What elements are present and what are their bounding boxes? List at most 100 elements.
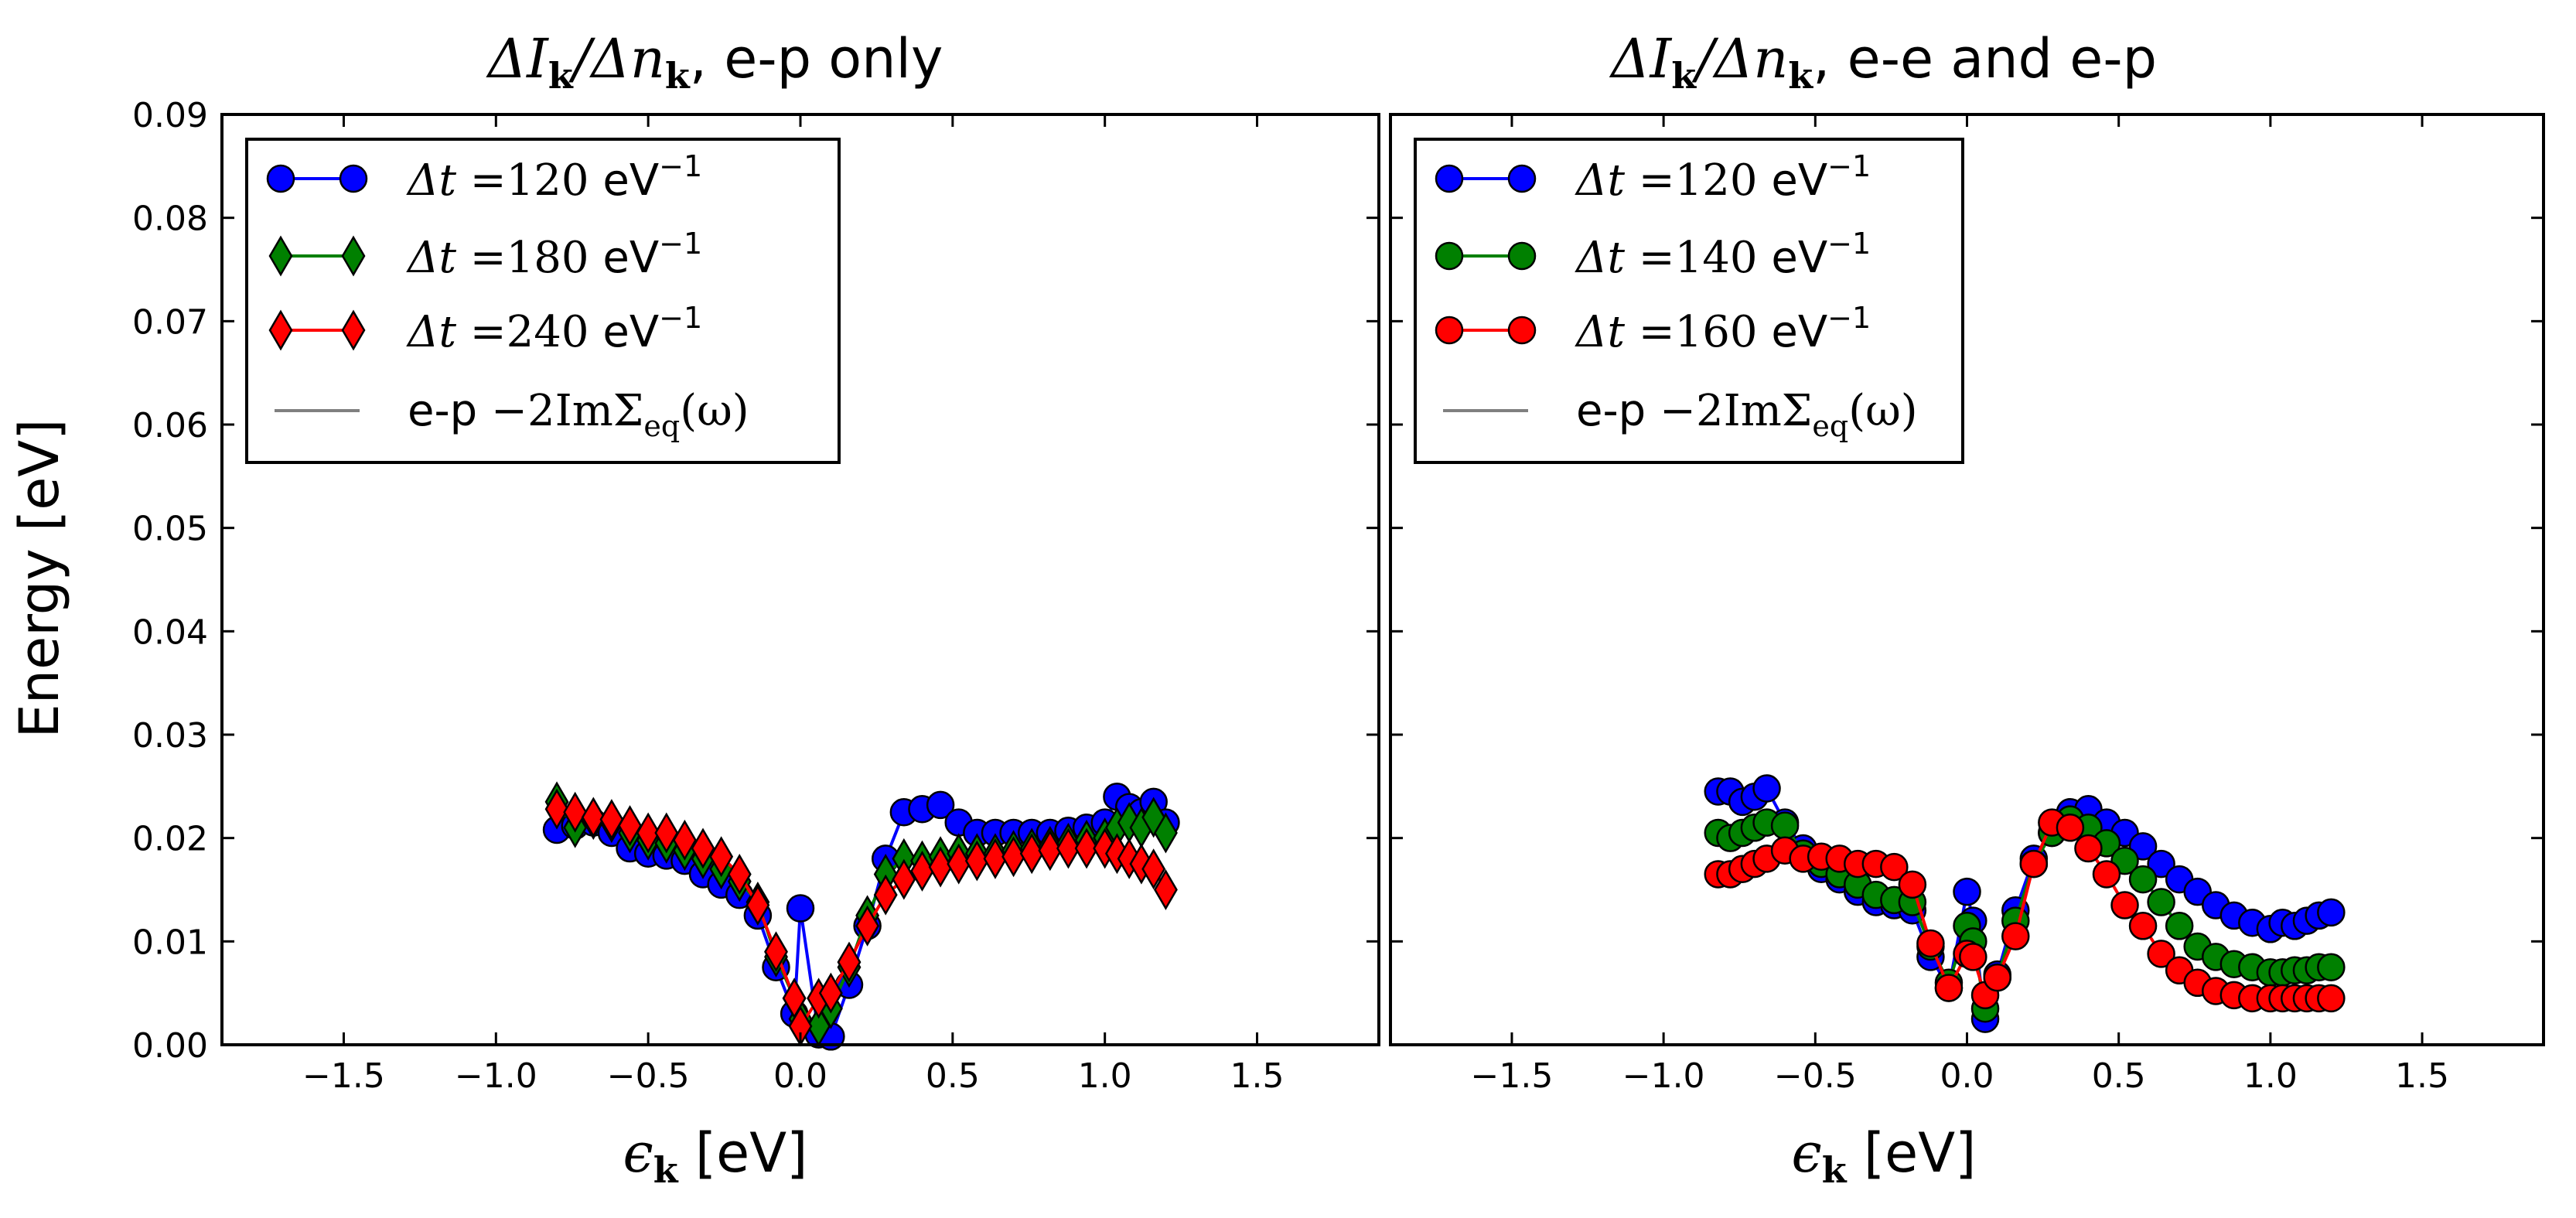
left-x-tick-label: −1.0 [455,1056,537,1096]
left-data-point [1038,830,1063,872]
y-tick-label: 0.08 [132,200,208,239]
left-legend-entry-2: Δt =180 eV−1 [268,227,702,283]
left-x-axis-label: ϵk [eV] [623,1121,808,1191]
y-tick-label: 0.04 [132,612,208,652]
right-x-tick-label: −0.5 [1774,1056,1857,1096]
right-data-point [2110,891,2139,919]
left-data-point [672,819,697,861]
left-data-point [746,885,770,926]
left-data-point [727,853,752,895]
y-axis-label: Energy [eV] [8,419,71,739]
right-panel-title: ΔIk/Δnk, e-e and e-p [1609,27,2157,97]
svg-text:Δt =180 eV−1: Δt =180 eV−1 [406,227,702,283]
left-data-point [1141,848,1166,890]
right-data-point [2317,953,2346,981]
left-data-point [599,799,624,841]
right-data-point [2128,865,2158,894]
right-data-point [2317,898,2346,927]
right-legend-entry-2: Δt =140 eV−1 [1435,227,1871,283]
svg-text:Δt =120 eV−1: Δt =120 eV−1 [406,149,702,206]
left-data-point [544,788,569,830]
left-data-point [892,858,916,900]
left-data-point [855,905,880,947]
right-x-axis-label: ϵk [eV] [1792,1121,1977,1191]
svg-text:Δt =120 eV−1: Δt =120 eV−1 [1575,149,1871,206]
svg-text:e-p −2ImΣeq(ω): e-p −2ImΣeq(ω) [1576,386,1918,443]
left-data-point [636,812,660,854]
left-data-point [964,840,989,882]
left-data-point [1001,836,1026,878]
right-x-tick-label: −1.5 [1471,1056,1554,1096]
right-data-point [2147,940,2175,968]
left-data-point [947,843,971,885]
right-x-tick-label: 1.0 [2243,1056,2298,1096]
right-data-point [1953,877,1981,906]
left-data-point [926,790,955,820]
right-legend-entry-4: e-p −2ImΣeq(ω) [1443,386,1918,443]
y-tick-label: 0.05 [132,510,208,549]
right-x-tick-label: 1.5 [2395,1056,2449,1096]
left-data-point [581,797,606,838]
right-data-point [2128,912,2158,940]
y-tick-label: 0.01 [132,923,208,962]
y-tick-label: 0.03 [132,716,208,756]
left-data-point [1153,869,1178,910]
left-panel-title: ΔIk/Δnk, e-p only [486,27,943,97]
right-data-point [1934,974,1964,1002]
left-data-point [1019,833,1044,875]
right-x-tick-label: −1.0 [1622,1056,1705,1096]
left-data-point [873,874,898,916]
right-x-tick-label: 0.0 [1940,1056,1994,1096]
right-series-160 [1704,808,2346,1013]
left-legend-box [245,138,841,464]
right-data-point [2074,834,2103,863]
left-data-point [618,805,642,847]
left-data-point [1074,827,1099,869]
right-legend-entry-1: Δt =120 eV−1 [1435,149,1871,206]
left-data-point [837,941,862,983]
right-data-point [1959,943,1987,971]
left-x-tick-label: −0.5 [607,1056,690,1096]
left-data-point [563,791,588,833]
right-data-point [2001,922,2030,950]
left-x-tick-label: 0.0 [773,1056,827,1096]
right-legend-entry-3: Δt =160 eV−1 [1435,301,1871,357]
y-tick-label: 0.06 [132,406,208,445]
right-data-point [2165,912,2194,940]
y-tick-label: 0.09 [132,96,208,135]
left-legend-entry-4: e-p −2ImΣeq(ω) [275,386,749,443]
y-tick-label: 0.00 [132,1026,208,1066]
left-x-tick-label: 0.5 [926,1056,980,1096]
right-data-point [2317,984,2346,1013]
right-data-point [1770,811,1800,840]
left-x-tick-label: 1.5 [1230,1056,1285,1096]
left-data-point [786,894,815,923]
left-data-point [818,972,843,1014]
left-data-point [1056,827,1080,869]
right-data-point [2019,849,2049,879]
right-data-point [2056,814,2085,842]
y-tick-label: 0.02 [132,820,208,859]
left-x-tick-label: 1.0 [1078,1056,1132,1096]
left-data-point [709,836,734,878]
right-data-point [1916,929,1945,958]
svg-text:e-p −2ImΣeq(ω): e-p −2ImΣeq(ω) [408,386,749,443]
left-data-point [928,846,953,888]
svg-text:Δt =160 eV−1: Δt =160 eV−1 [1575,301,1871,357]
left-legend-entry-1: Δt =120 eV−1 [266,149,702,206]
right-data-point [2147,888,2175,916]
right-legend-box [1414,138,1964,464]
right-data-point [2092,860,2121,889]
left-data-point [1153,812,1178,854]
right-data-point [1752,774,1781,803]
right-panel: ΔIk/Δnk, e-e and e-p ϵk [eV] −1.5 −1.0 −0.… [1389,27,2545,1191]
right-data-point [2147,849,2175,879]
right-data-point [1983,963,2011,992]
right-legend: Δt =120 eV−1 Δt =140 eV−1 Δt =160 eV−1 e… [1414,138,1964,464]
left-series-240 [544,788,1178,1047]
left-panel: ΔIk/Δnk, e-p only ϵk [eV] −1.5 −1.0 −0.5 0.… [132,27,1380,1191]
left-data-point [654,812,679,854]
left-data-point [910,850,934,892]
y-tick-label: 0.07 [132,302,208,342]
